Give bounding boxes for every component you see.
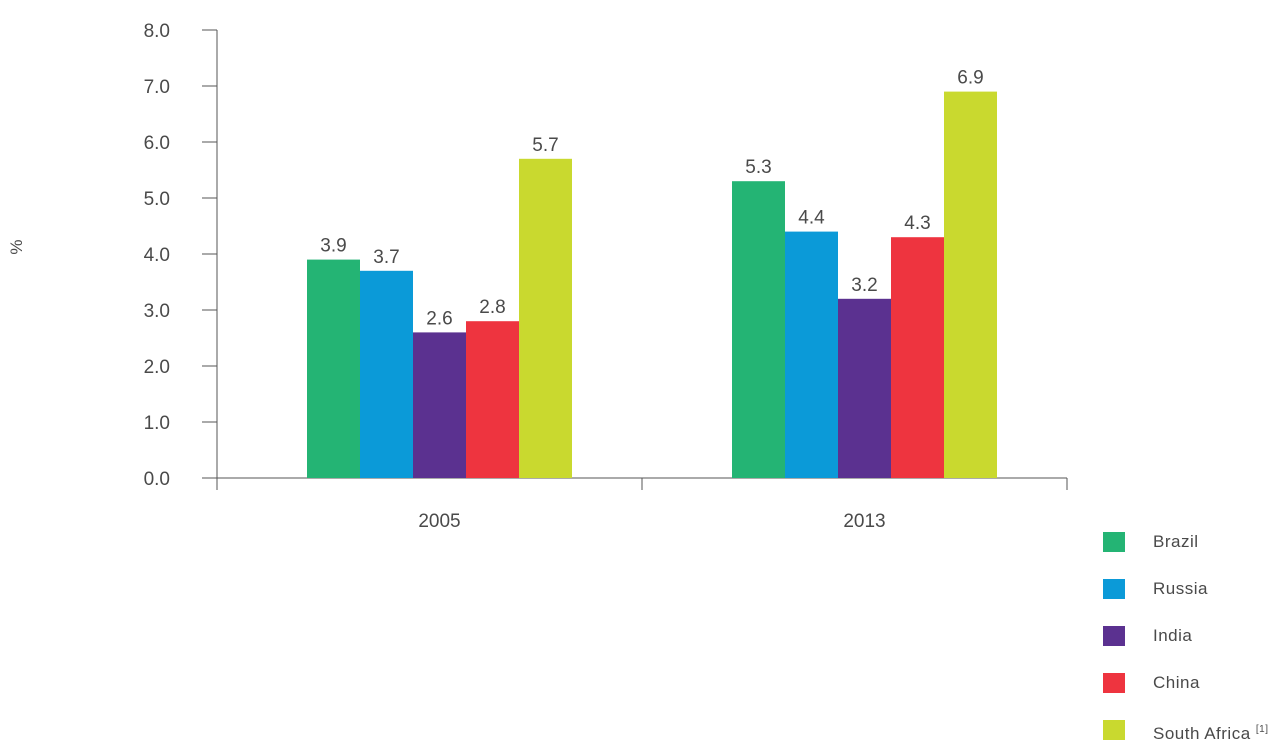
data-label: 5.3 <box>745 157 771 178</box>
data-label: 2.8 <box>479 297 505 318</box>
bar-india-2013 <box>838 298 891 478</box>
y-tick-label: 5.0 <box>144 189 170 210</box>
data-label: 6.9 <box>957 68 983 89</box>
data-label: 4.4 <box>798 208 825 229</box>
x-category-label: 2013 <box>843 511 885 532</box>
legend-swatch <box>1103 626 1125 646</box>
bar-brazil-2005 <box>307 259 360 478</box>
bar-russia-2005 <box>360 270 413 478</box>
legend-item: Brazil <box>1103 530 1285 554</box>
axes: 0.0 1.0 2.0 3.0 4.0 5.0 6.0 7.0 8.0 2005 2013 <box>144 21 1068 532</box>
legend-item: China <box>1103 671 1285 695</box>
y-axis-label: % <box>7 239 26 254</box>
y-tick-label: 8.0 <box>144 21 170 42</box>
data-label: 3.2 <box>851 275 877 296</box>
bar-china-2005 <box>466 321 519 478</box>
bar-south-africa-2005 <box>519 158 572 479</box>
data-labels: 3.9 3.7 2.6 2.8 5.7 5.3 4.4 3.2 4.3 6.9 <box>320 68 983 330</box>
bar-russia-2013 <box>785 231 838 478</box>
legend-item: India <box>1103 624 1285 648</box>
data-label: 3.7 <box>373 247 399 268</box>
bar-china-2013 <box>891 237 944 478</box>
data-label: 2.6 <box>426 308 452 329</box>
legend-swatch <box>1103 532 1125 552</box>
bar-south-africa-2013 <box>944 91 997 478</box>
legend-label: China <box>1153 673 1200 692</box>
x-category-label: 2005 <box>418 511 460 532</box>
legend-label: Russia <box>1153 579 1208 598</box>
y-tick-label: 1.0 <box>144 413 170 434</box>
data-label: 3.9 <box>320 236 346 257</box>
bars <box>307 91 997 479</box>
legend-swatch <box>1103 673 1125 693</box>
bar-brazil-2013 <box>732 181 785 478</box>
y-tick-label: 4.0 <box>144 245 170 266</box>
y-tick-label: 0.0 <box>144 469 170 490</box>
legend-swatch <box>1103 720 1125 740</box>
legend-label: South Africa [1] <box>1153 724 1269 743</box>
legend-label: Brazil <box>1153 532 1199 551</box>
y-tick-label: 2.0 <box>144 357 170 378</box>
y-tick-label: 6.0 <box>144 133 170 154</box>
bar-india-2005 <box>413 332 466 478</box>
legend-label: India <box>1153 626 1193 645</box>
legend-item: Russia <box>1103 577 1285 601</box>
legend-footnote-marker: [1] <box>1255 724 1269 735</box>
y-tick-label: 3.0 <box>144 301 170 322</box>
legend-swatch <box>1103 579 1125 599</box>
legend-item: South Africa [1] <box>1103 718 1285 743</box>
data-label: 5.7 <box>532 135 558 156</box>
y-tick-label: 7.0 <box>144 77 170 98</box>
data-label: 4.3 <box>904 213 930 234</box>
